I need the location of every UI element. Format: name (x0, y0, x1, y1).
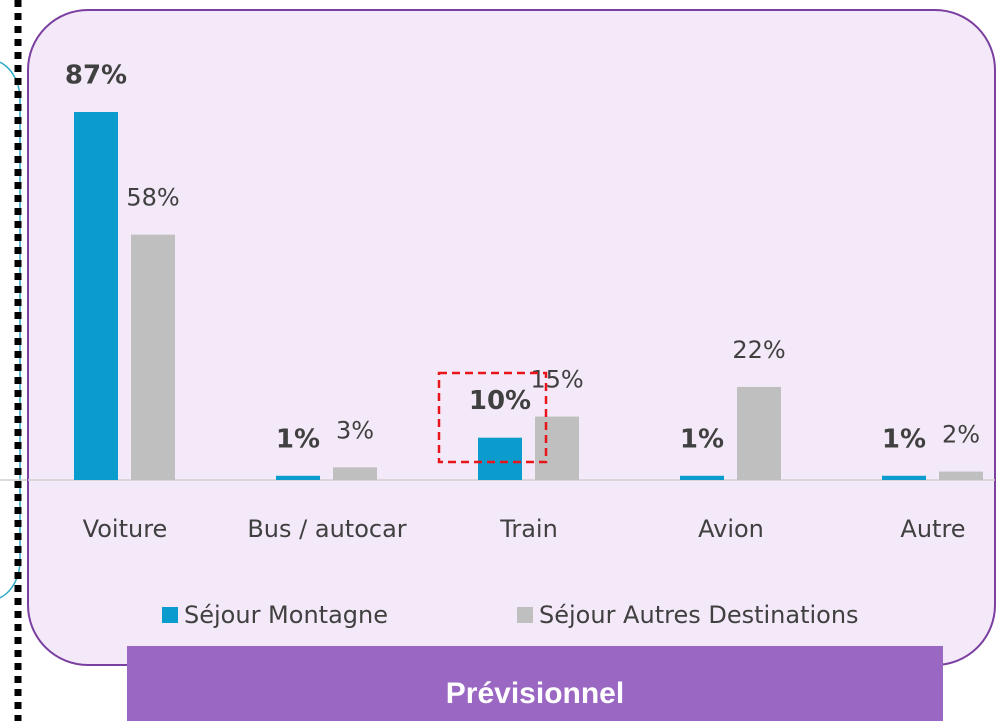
data-label: 22% (732, 336, 785, 364)
legend-label: Séjour Montagne (184, 601, 388, 629)
data-label: 1% (882, 424, 926, 454)
bar (478, 437, 522, 480)
footer-label: Prévisionnel (446, 677, 624, 710)
bar (276, 475, 320, 480)
bar (680, 475, 724, 480)
data-label: 10% (469, 386, 531, 416)
bar (939, 471, 983, 480)
data-label: 3% (336, 416, 374, 444)
x-tick-label: Autre (900, 515, 965, 543)
x-tick-label: Train (499, 515, 558, 543)
bar (882, 475, 926, 480)
data-label: 58% (126, 184, 179, 212)
bar (535, 416, 579, 480)
plot: Voiture 87% 58% Bus / autocar 1% 3% Train 10%15… (65, 60, 983, 629)
data-label: 2% (942, 421, 980, 449)
data-label: 87% (65, 60, 127, 90)
bar (333, 467, 377, 480)
legend-swatch (162, 607, 178, 623)
data-label: 15% (530, 366, 583, 394)
data-label: 1% (680, 424, 724, 454)
x-tick-label: Bus / autocar (247, 515, 406, 543)
x-tick-label: Avion (698, 515, 764, 543)
highlight-box (437, 371, 548, 464)
legend-swatch (517, 607, 533, 623)
bar (737, 386, 781, 480)
bar (131, 234, 175, 480)
x-tick-label: Voiture (83, 515, 168, 543)
footer-box (127, 646, 943, 721)
data-label: 1% (276, 424, 320, 454)
bar (74, 111, 118, 481)
legend-label: Séjour Autres Destinations (539, 601, 859, 629)
